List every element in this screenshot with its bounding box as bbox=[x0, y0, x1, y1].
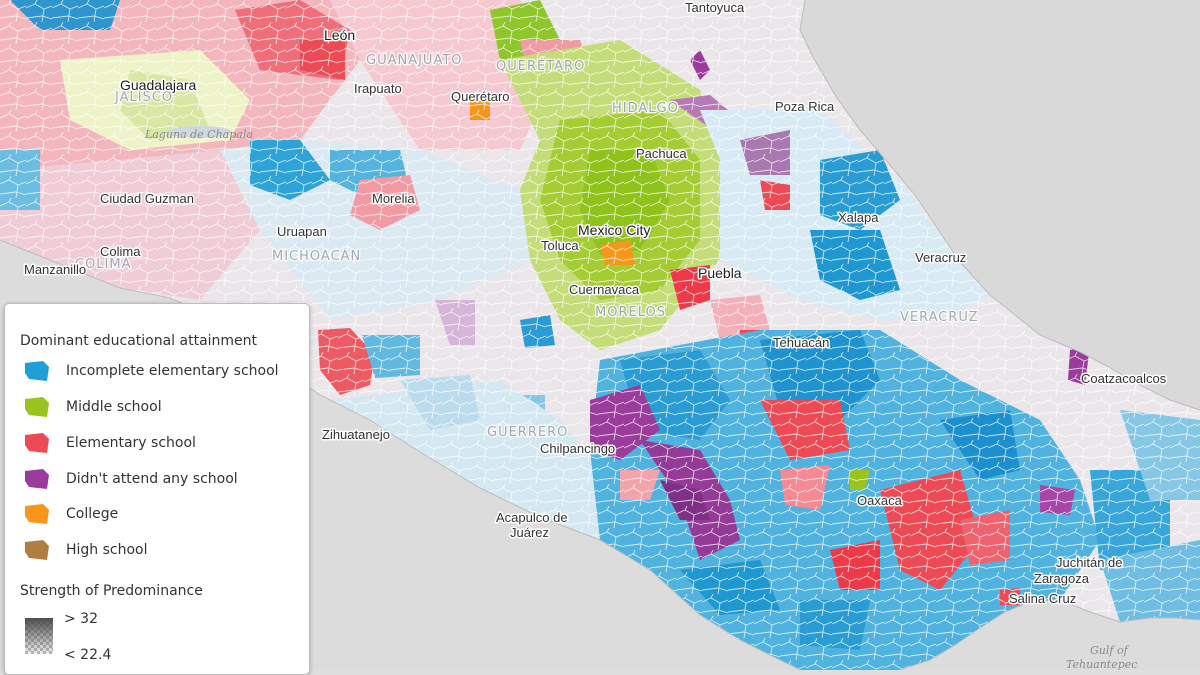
strength-title: Strength of Predominance bbox=[20, 583, 203, 599]
strength-gradient bbox=[25, 618, 53, 654]
city-label: Toluca bbox=[541, 238, 579, 253]
city-label: Manzanillo bbox=[24, 262, 86, 277]
city-label: Tantoyuca bbox=[685, 0, 745, 15]
city-label: Ciudad Guzman bbox=[100, 191, 194, 206]
legend-label: College bbox=[66, 506, 119, 522]
city-label: Acapulco de bbox=[496, 510, 568, 525]
legend-item-elementary-school[interactable]: Elementary school bbox=[25, 432, 196, 454]
legend-swatch bbox=[25, 397, 49, 417]
city-label: León bbox=[324, 27, 355, 43]
water-label: Gulf of bbox=[1090, 644, 1130, 657]
region-label: MORELOS bbox=[595, 305, 666, 320]
city-label: Guadalajara bbox=[120, 77, 196, 93]
legend-swatch bbox=[25, 469, 49, 489]
legend-label: Incomplete elementary school bbox=[66, 363, 279, 379]
water-label: Tehuantepec bbox=[1066, 658, 1137, 670]
strength-low-label: < 22.4 bbox=[64, 647, 112, 663]
region-label: VERACRUZ bbox=[900, 310, 979, 325]
legend-title: Dominant educational attainment bbox=[20, 333, 258, 349]
region-label: HIDALGO bbox=[612, 101, 679, 116]
region-label: MICHOACÁN bbox=[272, 248, 361, 264]
strength-high-label: > 32 bbox=[64, 611, 98, 627]
city-label: Juárez bbox=[510, 525, 549, 540]
city-label: Zaragoza bbox=[1034, 571, 1090, 586]
legend-item-high-school[interactable]: High school bbox=[25, 539, 148, 561]
gulf-water bbox=[800, 0, 1200, 410]
city-label: Querétaro bbox=[451, 89, 510, 104]
region-label: QUERÉTARO bbox=[496, 58, 585, 74]
city-label: Veracruz bbox=[915, 250, 966, 265]
legend-swatch bbox=[25, 504, 49, 524]
city-label: Xalapa bbox=[838, 210, 879, 225]
city-label: Coatzacoalcos bbox=[1081, 371, 1167, 386]
city-label: Chilpancingo bbox=[540, 441, 615, 456]
city-label: Morelia bbox=[372, 191, 415, 206]
legend-label: Elementary school bbox=[66, 435, 196, 451]
city-label: Cuernavaca bbox=[569, 282, 640, 297]
region-label: COLIMA bbox=[75, 257, 132, 272]
legend-item-middle-school[interactable]: Middle school bbox=[25, 396, 162, 418]
city-labels: Tantoyuca León Guadalajara Irapuato Quer… bbox=[23, 0, 1169, 608]
legend-item-no-school[interactable]: Didn't attend any school bbox=[25, 468, 238, 490]
legend-label: Didn't attend any school bbox=[66, 471, 238, 487]
city-label: Poza Rica bbox=[775, 99, 835, 114]
region-label: GUERRERO bbox=[487, 425, 568, 440]
city-label: Uruapan bbox=[277, 224, 327, 239]
legend-swatch bbox=[25, 433, 49, 453]
region-label: GUANAJUATO bbox=[366, 53, 463, 68]
legend-item-incomplete-elementary[interactable]: Incomplete elementary school bbox=[25, 360, 279, 382]
city-label: Salina Cruz bbox=[1009, 591, 1076, 606]
city-label: Mexico City bbox=[578, 222, 650, 238]
legend-label: Middle school bbox=[66, 399, 162, 415]
city-label: Juchitán de bbox=[1056, 555, 1123, 570]
map-legend: Dominant educational attainment Incomple… bbox=[4, 303, 310, 675]
city-label: Pachuca bbox=[636, 146, 687, 161]
city-label: Zihuatanejo bbox=[322, 427, 390, 442]
legend-swatch bbox=[25, 361, 49, 381]
city-label: Puebla bbox=[698, 265, 742, 281]
legend-label: High school bbox=[66, 542, 148, 558]
water-label: Laguna de Chapala bbox=[144, 128, 253, 141]
region-labels: GUANAJUATO QUERÉTARO JALISCO HIDALGO MIC… bbox=[74, 52, 979, 442]
city-label: Irapuato bbox=[354, 81, 402, 96]
legend-item-college[interactable]: College bbox=[25, 503, 118, 525]
legend-swatch bbox=[25, 540, 49, 560]
city-label: Oaxaca bbox=[857, 493, 903, 508]
city-label: Colima bbox=[100, 244, 141, 259]
region-label: JALISCO bbox=[114, 90, 173, 105]
laguna-de-chapala bbox=[168, 126, 232, 138]
city-label: Tehuacán bbox=[773, 335, 829, 350]
